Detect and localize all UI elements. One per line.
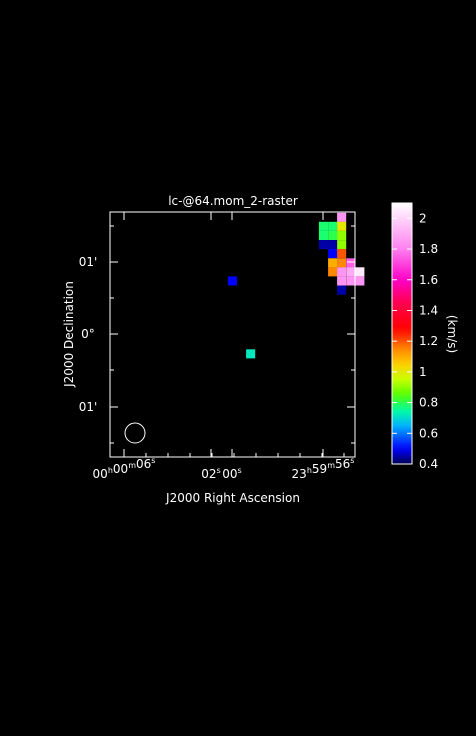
raster-pixel (355, 276, 365, 286)
chart-title: lc-@64.mom_2-raster (168, 194, 298, 208)
colorbar-tick-label: 1.8 (419, 242, 438, 256)
raster-pixel (355, 267, 365, 277)
y-axis-label: J2000 Declination (62, 281, 76, 388)
raster-pixel (328, 267, 338, 277)
raster-pixel (328, 240, 338, 250)
x-tick-label: 00s (222, 466, 241, 481)
y-tick-label: 0° (81, 327, 95, 341)
raster-pixel (337, 258, 347, 268)
colorbar-tick-label: 1.4 (419, 303, 438, 317)
colorbar (392, 203, 412, 464)
colorbar-tick-label: 2 (419, 211, 427, 225)
raster-pixel (337, 249, 347, 259)
raster-pixel (318, 230, 328, 240)
raster-pixel (328, 249, 338, 259)
colorbar-tick-label: 1.2 (419, 334, 438, 348)
raster-pixel (337, 221, 347, 231)
x-axis-ticks: 00h00m06s 02s 00s 23h59m56s (93, 212, 355, 481)
raster-pixel (227, 276, 237, 286)
colorbar-tick-label: 0.4 (419, 457, 438, 471)
colorbar-tick-label: 0.8 (419, 396, 438, 410)
raster-pixel (346, 276, 356, 286)
raster-pixel (337, 212, 347, 222)
y-tick-label: 01' (79, 400, 98, 414)
x-axis-label: J2000 Right Ascension (165, 491, 300, 505)
y-axis-ticks: 01' 0° 01' (79, 225, 355, 444)
colorbar-tick-label: 1 (419, 365, 427, 379)
x-tick-label: 00h00m06s (93, 456, 156, 481)
raster-pixel (337, 285, 347, 295)
beam-ellipse (124, 422, 146, 444)
colorbar-label: (km/s) (445, 315, 459, 353)
raster-pixels (227, 212, 365, 359)
raster-pixel (328, 230, 338, 240)
raster-pixel (337, 276, 347, 286)
colorbar-ticks: 0.4 0.6 0.8 1 1.2 1.4 1.6 1.8 2 (392, 211, 438, 471)
colorbar-frame (391, 202, 413, 465)
raster-pixel (328, 258, 338, 268)
raster-pixel (246, 349, 256, 359)
raster-pixel (346, 258, 356, 268)
raster-pixel (337, 240, 347, 250)
colorbar-tick-label: 0.6 (419, 426, 438, 440)
raster-pixel (337, 267, 347, 277)
raster-pixel (318, 240, 328, 250)
x-tick-label: 23h59m56s (292, 456, 355, 481)
y-tick-label: 01' (79, 255, 98, 269)
raster-pixel (318, 221, 328, 231)
colorbar-tick-label: 1.6 (419, 273, 438, 287)
raster-pixel (328, 221, 338, 231)
raster-pixel (337, 230, 347, 240)
raster-pixel (346, 267, 356, 277)
x-tick-label: 02s (201, 466, 220, 481)
